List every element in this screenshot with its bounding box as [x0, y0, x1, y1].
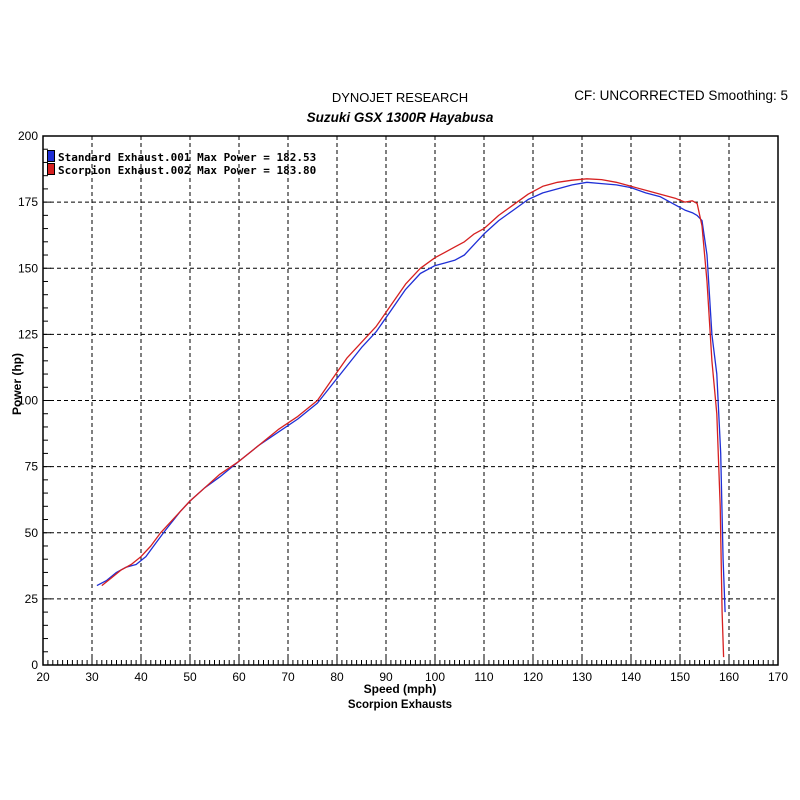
company-name: DYNOJET RESEARCH	[331, 90, 469, 105]
x-tick-label: 110	[474, 670, 493, 684]
y-tick-label: 175	[18, 195, 38, 209]
x-tick-label: 70	[281, 670, 295, 684]
y-tick-label: 125	[18, 327, 38, 341]
y-tick-label: 200	[18, 129, 38, 143]
y-tick-label: 50	[25, 526, 39, 540]
legend-label-scorpion: Scorpion Exhaust.002 Max Power = 183.80	[58, 164, 317, 177]
legend-swatch-blue	[47, 150, 55, 162]
y-tick-label: 25	[25, 592, 39, 606]
x-tick-label: 90	[379, 670, 393, 684]
x-tick-label: 40	[134, 670, 148, 684]
legend-label-standard: Standard Exhaust.001 Max Power = 182.53	[58, 151, 317, 164]
x-tick-label: 80	[330, 670, 344, 684]
x-tick-label: 100	[425, 670, 445, 684]
correction-smoothing-info: CF: UNCORRECTED Smoothing: 5	[574, 88, 788, 103]
y-tick-label: 100	[18, 394, 38, 408]
x-axis-label: Speed (mph)	[363, 682, 437, 696]
x-tick-label: 50	[183, 670, 197, 684]
y-tick-label: 150	[18, 261, 38, 275]
x-tick-label: 120	[523, 670, 543, 684]
series-line-1	[101, 178, 725, 658]
x-tick-label: 140	[621, 670, 641, 684]
x-tick-label: 170	[768, 670, 788, 684]
x-tick-label: 20	[36, 670, 50, 684]
legend-swatch-red	[47, 163, 55, 175]
x-tick-label: 30	[85, 670, 99, 684]
x-tick-label: 60	[232, 670, 246, 684]
x-tick-label: 150	[670, 670, 690, 684]
footer-label: Scorpion Exhausts	[347, 699, 453, 711]
chart-title: Suzuki GSX 1300R Hayabusa	[306, 110, 494, 125]
y-tick-label: 75	[25, 460, 39, 474]
x-tick-label: 130	[572, 670, 592, 684]
y-tick-label: 0	[31, 658, 38, 672]
legend-entry-scorpion: Scorpion Exhaust.002 Max Power = 183.80	[47, 163, 316, 177]
x-tick-label: 160	[719, 670, 739, 684]
legend-entry-standard: Standard Exhaust.001 Max Power = 182.53	[47, 150, 316, 164]
